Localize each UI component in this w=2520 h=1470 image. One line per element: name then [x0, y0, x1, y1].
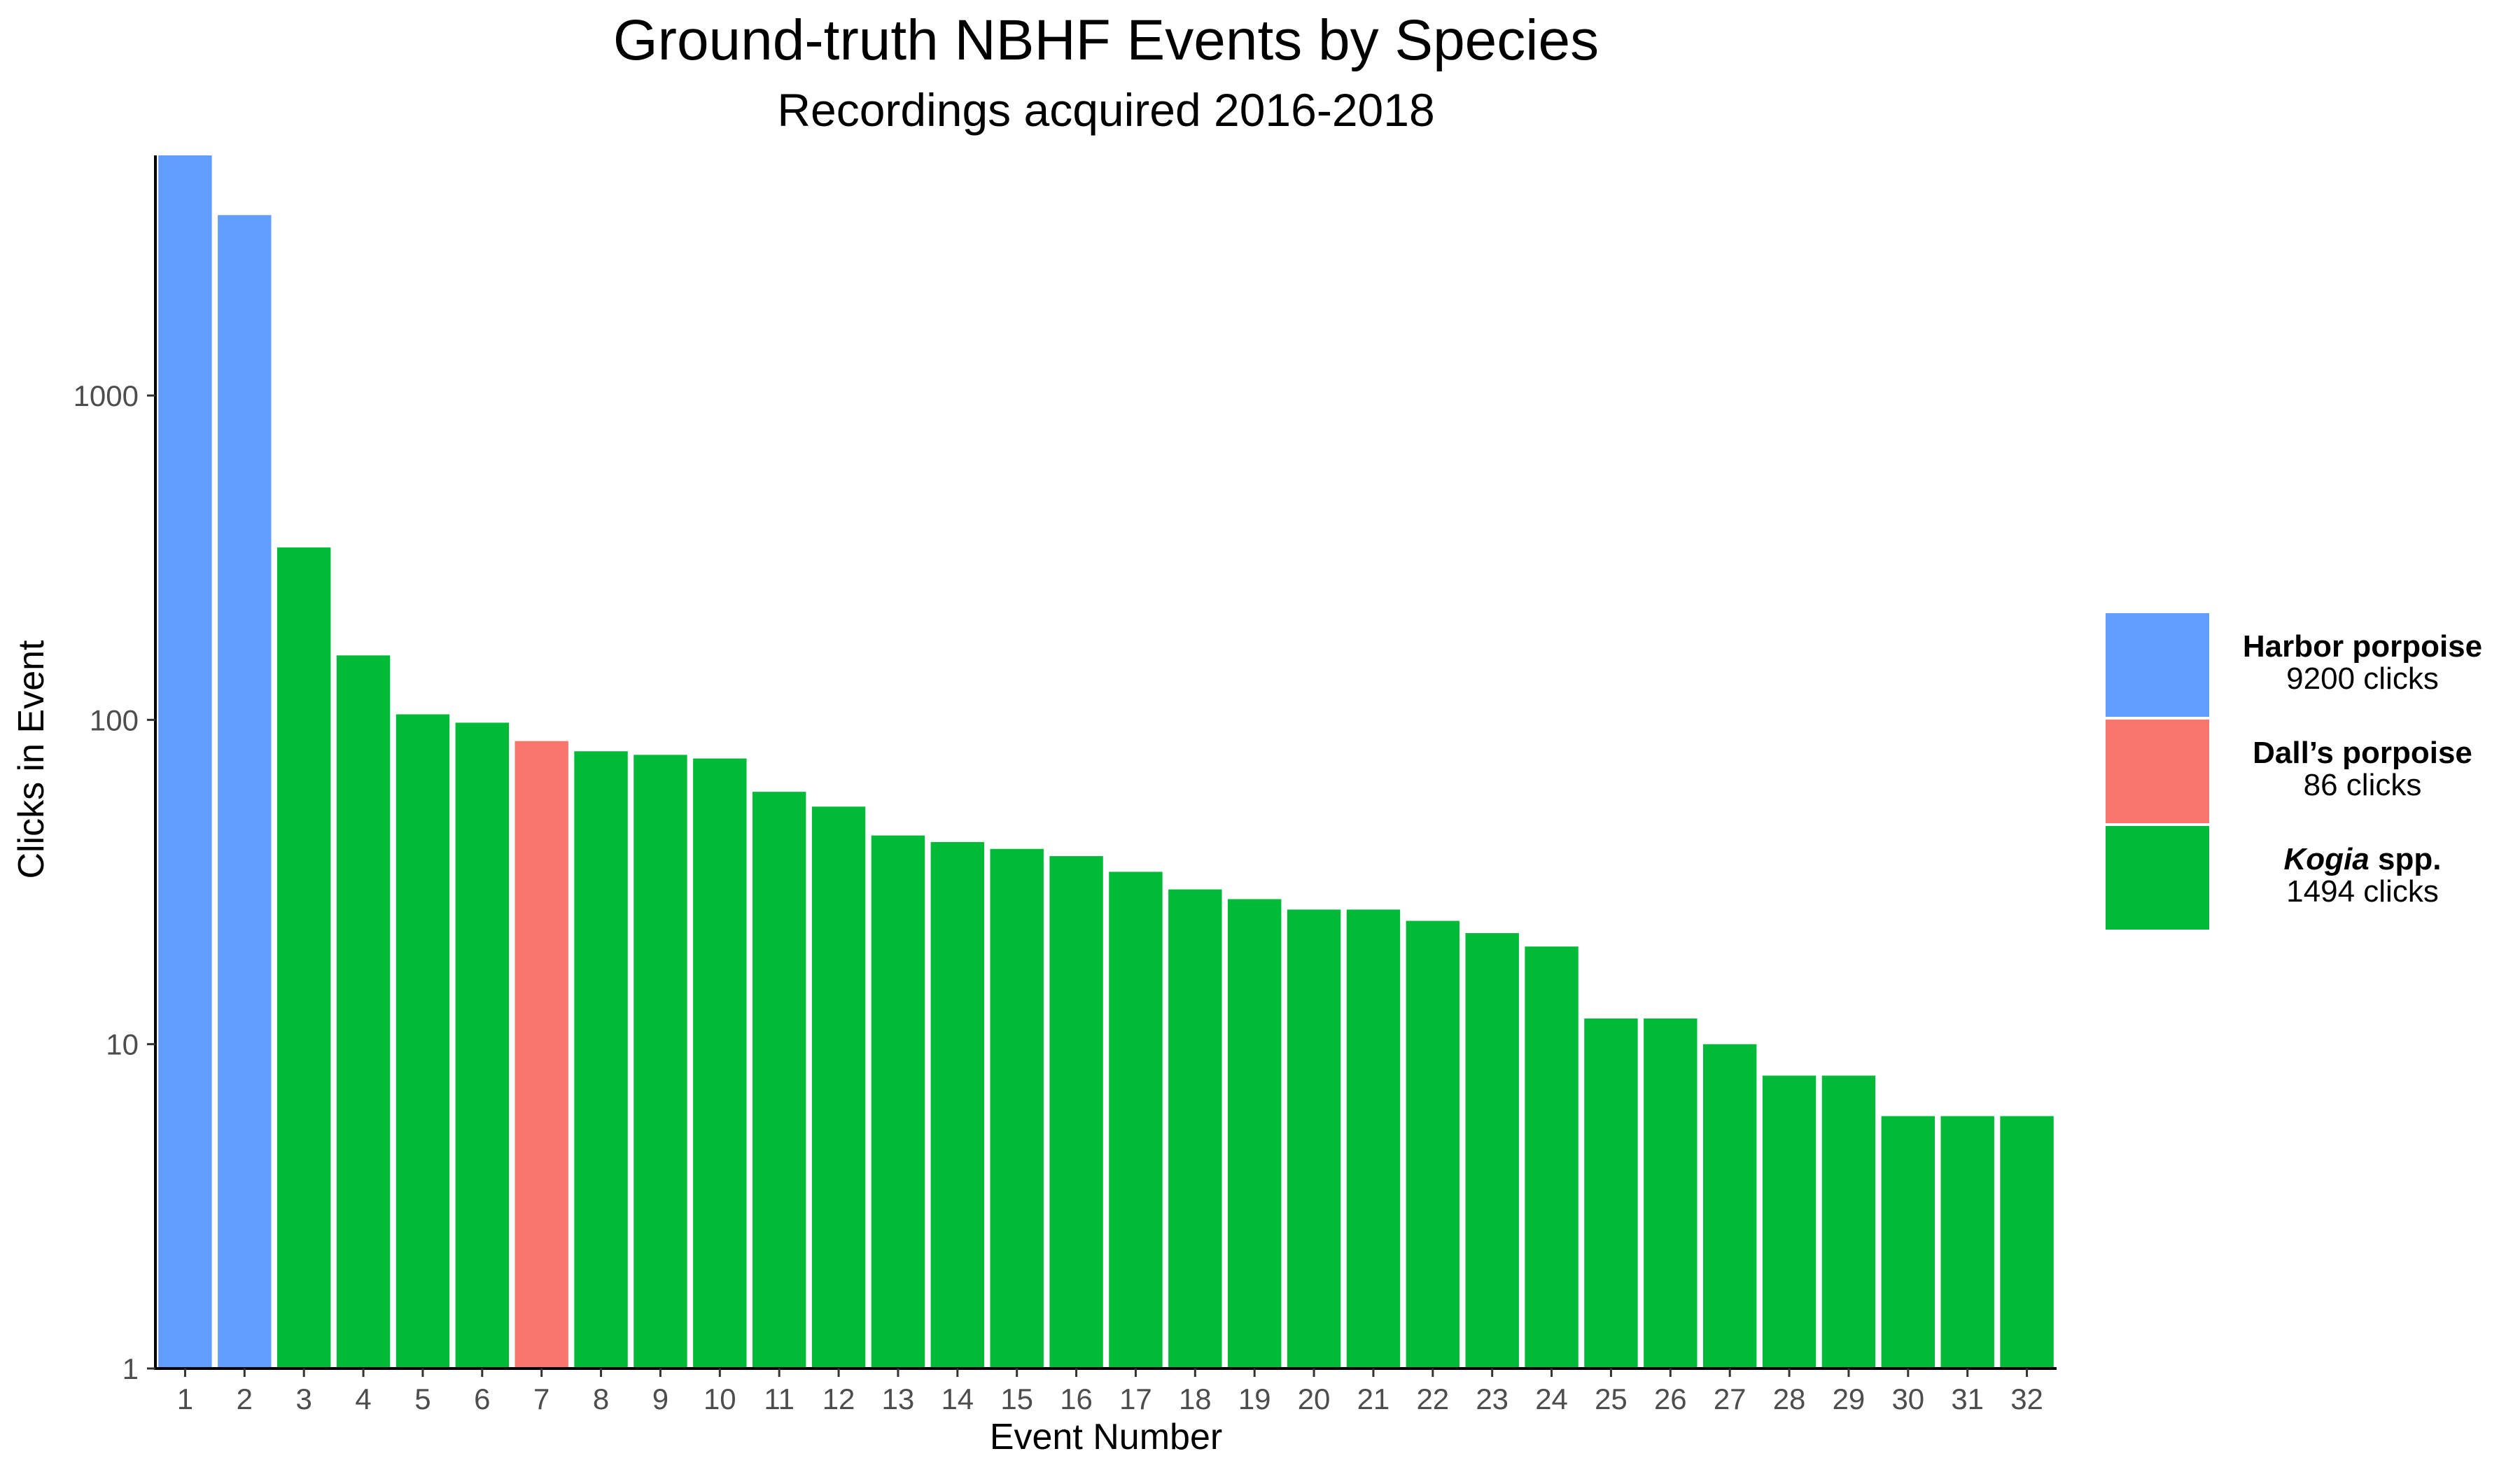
x-tick-label: 2	[237, 1382, 253, 1415]
bar-event-27	[1702, 1044, 1757, 1368]
x-tick-label: 22	[1416, 1382, 1449, 1415]
legend-label: Harbor porpoise	[2243, 629, 2482, 664]
y-axis-title: Clicks in Event	[11, 640, 52, 879]
bar-event-7	[514, 741, 568, 1368]
x-tick-label: 3	[296, 1382, 312, 1415]
bar-event-30	[1881, 1116, 1935, 1368]
legend-swatch	[2106, 613, 2209, 717]
bar-event-13	[871, 835, 925, 1368]
x-tick-label: 8	[593, 1382, 609, 1415]
bar-event-9	[634, 755, 687, 1368]
y-axis-ticks: 1 10 100 1000	[74, 379, 155, 1385]
bar-event-14	[930, 841, 985, 1368]
bar-event-4	[336, 655, 391, 1368]
y-tick-label: 100	[90, 704, 139, 736]
chart-title: Ground-truth NBHF Events by Species	[613, 8, 1599, 72]
legend-click-count: 9200 clicks	[2286, 662, 2439, 696]
bar-event-6	[455, 722, 510, 1368]
x-tick-label: 21	[1357, 1382, 1390, 1415]
legend-click-count: 1494 clicks	[2286, 874, 2439, 909]
bar-event-32	[2000, 1116, 2054, 1368]
x-tick-label: 13	[882, 1382, 915, 1415]
x-tick-label: 30	[1891, 1382, 1924, 1415]
x-tick-label: 11	[764, 1382, 794, 1415]
x-tick-label: 26	[1654, 1382, 1687, 1415]
bar-event-26	[1644, 1018, 1698, 1368]
y-tick-label: 10	[106, 1028, 139, 1061]
x-tick-label: 28	[1773, 1382, 1806, 1415]
x-tick-label: 9	[652, 1382, 668, 1415]
x-tick-label: 16	[1060, 1382, 1093, 1415]
x-tick-label: 29	[1833, 1382, 1865, 1415]
bar-event-1	[158, 155, 212, 1368]
bar-event-18	[1168, 889, 1222, 1368]
bar-event-16	[1049, 856, 1103, 1368]
x-tick-label: 20	[1298, 1382, 1331, 1415]
bar-event-31	[1940, 1116, 1994, 1368]
x-tick-label: 17	[1119, 1382, 1152, 1415]
legend-label: Dall’s porpoise	[2253, 736, 2472, 770]
chart-subtitle: Recordings acquired 2016-2018	[777, 84, 1434, 136]
bar-event-12	[811, 806, 866, 1368]
bar-event-20	[1287, 909, 1341, 1368]
legend-click-count: 86 clicks	[2304, 768, 2422, 802]
bar-event-11	[752, 792, 806, 1368]
bar-event-23	[1465, 933, 1519, 1368]
x-tick-label: 27	[1714, 1382, 1746, 1415]
x-axis-ticks: 1 2 3 4 5 6 7 8 9 10 11 12 13 14 15 16 17 18 19 20 21 22 23 24 2…	[177, 1368, 2043, 1415]
x-tick-label: 1	[177, 1382, 193, 1415]
legend-swatch	[2106, 720, 2209, 823]
bar-event-15	[990, 848, 1044, 1368]
x-axis-title: Event Number	[990, 1417, 1222, 1457]
legend-label-rest: spp.	[2370, 842, 2442, 876]
x-tick-label: 32	[2010, 1382, 2043, 1415]
x-tick-label: 24	[1535, 1382, 1568, 1415]
bar-event-29	[1821, 1075, 1876, 1368]
bar-event-5	[396, 714, 450, 1368]
x-tick-label: 6	[474, 1382, 490, 1415]
bar-event-21	[1346, 909, 1401, 1368]
x-tick-label: 5	[414, 1382, 430, 1415]
x-tick-label: 25	[1595, 1382, 1628, 1415]
x-tick-label: 19	[1238, 1382, 1271, 1415]
x-tick-label: 14	[941, 1382, 974, 1415]
x-tick-label: 23	[1476, 1382, 1508, 1415]
bar-event-2	[218, 215, 272, 1368]
bar-event-24	[1525, 946, 1578, 1368]
bar-event-25	[1584, 1018, 1638, 1368]
x-tick-label: 10	[704, 1382, 736, 1415]
x-tick-label: 15	[1000, 1382, 1033, 1415]
bar-event-19	[1227, 899, 1282, 1368]
bars-group	[158, 155, 2054, 1368]
y-tick-label: 1	[122, 1352, 139, 1385]
x-tick-label: 18	[1179, 1382, 1212, 1415]
bar-event-3	[276, 547, 331, 1368]
bar-event-17	[1109, 872, 1163, 1368]
legend-label-italic: Kogia	[2284, 842, 2370, 876]
bar-event-22	[1406, 920, 1460, 1368]
legend-label: Kogia spp.	[2284, 842, 2442, 876]
bar-event-28	[1762, 1075, 1816, 1368]
y-tick-label: 1000	[74, 379, 139, 412]
bar-event-10	[693, 758, 747, 1368]
x-tick-label: 4	[355, 1382, 371, 1415]
x-tick-label: 31	[1951, 1382, 1984, 1415]
x-tick-label: 12	[822, 1382, 855, 1415]
legend-swatch	[2106, 826, 2209, 930]
bar-event-8	[574, 751, 628, 1368]
x-tick-label: 7	[533, 1382, 550, 1415]
